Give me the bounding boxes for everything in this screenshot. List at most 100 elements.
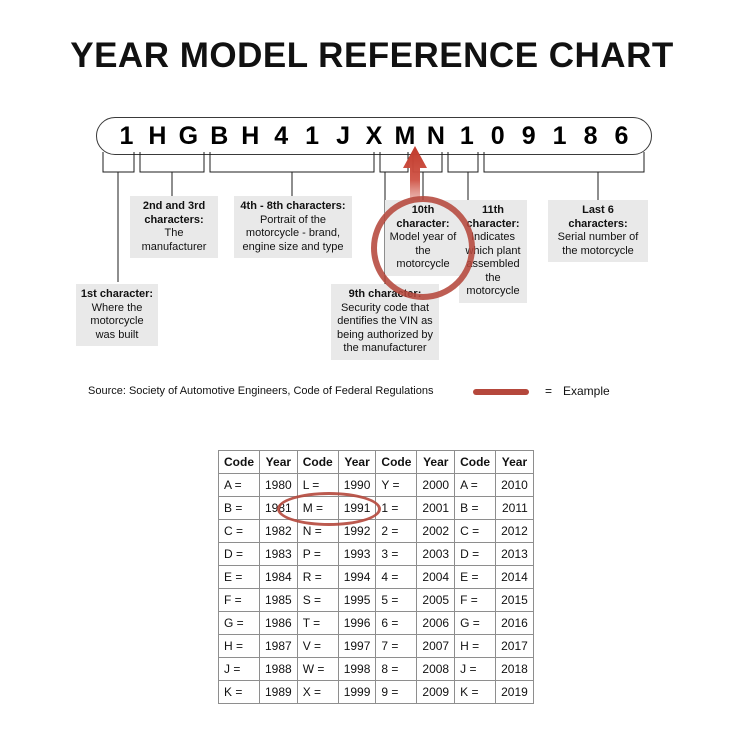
annotation-ninth-character: 9th character: Security code that dentif… — [331, 284, 439, 360]
table-cell: 2013 — [495, 542, 534, 566]
vin-char: 6 — [614, 121, 629, 150]
table-cell: 2017 — [495, 634, 534, 658]
vin-char: N — [426, 121, 445, 150]
table-row: G = 1986 T = 1996 6 = 2006 G = 2016 — [218, 611, 534, 635]
annotation-eleventh-character: 11th character: Indicates which plant as… — [459, 200, 527, 303]
table-header-row: Code Year Code Year Code Year Code Year — [218, 450, 534, 474]
table-cell: B = — [218, 496, 260, 520]
table-cell: A = — [218, 473, 260, 497]
table-cell: 2005 — [416, 588, 456, 612]
table-cell: A = — [454, 473, 497, 497]
table-cell: G = — [218, 611, 260, 635]
table-cell: 7 = — [375, 634, 418, 658]
table-cell: 2011 — [495, 496, 534, 520]
table-cell: 2001 — [416, 496, 456, 520]
annotation-heading: 4th - 8th characters: — [240, 200, 346, 212]
annotation-first-character: 1st character: Where the motorcycle was … — [76, 284, 158, 346]
column-header: Code — [375, 450, 418, 474]
table-cell: F = — [454, 588, 497, 612]
table-cell: 2008 — [416, 657, 456, 681]
column-header: Year — [259, 450, 298, 474]
table-row: D = 1983 P = 1993 3 = 2003 D = 2013 — [218, 542, 534, 566]
table-cell: 2016 — [495, 611, 534, 635]
table-cell: 2003 — [416, 542, 456, 566]
legend-example-label: Example — [563, 384, 610, 398]
table-cell: 1 = — [375, 496, 418, 520]
annotation-body: The manufacturer — [141, 227, 207, 253]
table-cell: P = — [296, 542, 339, 566]
vin-char: J — [336, 121, 350, 150]
table-cell: C = — [218, 519, 260, 543]
table-cell: W = — [296, 657, 339, 681]
table-cell: 2002 — [416, 519, 456, 543]
column-header: Code — [296, 450, 339, 474]
table-cell: K = — [454, 680, 497, 704]
vin-char: 8 — [583, 121, 598, 150]
vin-char: 1 — [552, 121, 567, 150]
table-cell: E = — [454, 565, 497, 589]
table-cell: 2014 — [495, 565, 534, 589]
table-cell: 9 = — [375, 680, 418, 704]
table-cell: 1987 — [259, 634, 298, 658]
table-cell: J = — [218, 657, 260, 681]
annotation-body: Security code that dentifies the VIN as … — [336, 301, 433, 355]
table-cell: C = — [454, 519, 497, 543]
table-cell: G = — [454, 611, 497, 635]
table-cell: 2015 — [495, 588, 534, 612]
table-cell: B = — [454, 496, 497, 520]
table-cell: T = — [296, 611, 339, 635]
annotation-body: Where the motorcycle was built — [90, 301, 144, 341]
table-cell: H = — [218, 634, 260, 658]
example-arrow-icon — [403, 146, 427, 208]
annotation-heading: 2nd and 3rd characters: — [142, 200, 206, 226]
column-header: Year — [495, 450, 534, 474]
table-cell: 1993 — [337, 542, 377, 566]
column-header: Code — [218, 450, 260, 474]
column-header: Code — [454, 450, 497, 474]
table-cell: F = — [218, 588, 260, 612]
table-cell: D = — [454, 542, 497, 566]
table-cell: E = — [218, 565, 260, 589]
table-cell: 8 = — [375, 657, 418, 681]
tenth-character-highlight-circle — [371, 196, 475, 300]
vin-char: 1 — [305, 121, 320, 150]
vin-char: B — [210, 121, 229, 150]
vin-char: X — [365, 121, 383, 150]
table-cell: 2009 — [416, 680, 456, 704]
table-row: A = 1980 L = 1990 Y = 2000 A = 2010 — [218, 473, 534, 497]
vin-char: 1 — [119, 121, 134, 150]
table-cell: 2007 — [416, 634, 456, 658]
annotation-heading: 11th character: — [466, 204, 520, 230]
table-cell: 1980 — [259, 473, 298, 497]
vin-char: 4 — [274, 121, 289, 150]
table-cell: 2 = — [375, 519, 418, 543]
annotation-body: Indicates which plant assembled the moto… — [465, 231, 521, 297]
legend-equals-sign: = — [545, 384, 553, 398]
table-cell: 2012 — [495, 519, 534, 543]
vin-char: G — [178, 121, 199, 150]
table-row: C = 1982 N = 1992 2 = 2002 C = 2012 — [218, 519, 534, 543]
column-header: Year — [416, 450, 456, 474]
year-code-table: Code Year Code Year Code Year Code Year … — [218, 450, 534, 704]
table-cell: J = — [454, 657, 497, 681]
table-cell: 2018 — [495, 657, 534, 681]
vin-char: 9 — [521, 121, 536, 150]
source-credit: Source: Society of Automotive Engineers,… — [88, 385, 434, 397]
table-cell: X = — [296, 680, 339, 704]
table-row: J = 1988 W = 1998 8 = 2008 J = 2018 — [218, 657, 534, 681]
table-cell: V = — [296, 634, 339, 658]
table-row: H = 1987 V = 1997 7 = 2007 H = 2017 — [218, 634, 534, 658]
table-cell: 1988 — [259, 657, 298, 681]
table-cell: 1994 — [337, 565, 377, 589]
annotation-body: Portrait of the motorcycle - brand, engi… — [242, 213, 344, 253]
table-cell: 1982 — [259, 519, 298, 543]
vin-char: H — [241, 121, 260, 150]
annotation-heading: Last 6 characters: — [568, 204, 628, 230]
table-row: F = 1985 S = 1995 5 = 2005 F = 2015 — [218, 588, 534, 612]
table-cell: 6 = — [375, 611, 418, 635]
table-cell: 4 = — [375, 565, 418, 589]
table-cell: 2010 — [495, 473, 534, 497]
table-cell: 2004 — [416, 565, 456, 589]
table-cell: 2000 — [416, 473, 456, 497]
table-cell: 2019 — [495, 680, 534, 704]
